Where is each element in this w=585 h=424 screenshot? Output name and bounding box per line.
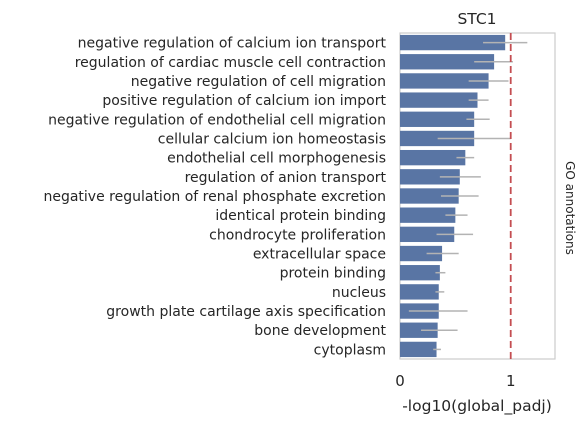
category-label: extracellular space: [253, 247, 386, 263]
side-label: GO annotations: [563, 161, 577, 255]
category-label: protein binding: [280, 266, 386, 282]
bar: [400, 265, 440, 281]
category-label: positive regulation of calcium ion impor…: [102, 93, 386, 109]
bar: [400, 322, 438, 338]
bar: [400, 73, 489, 89]
bar: [400, 341, 437, 358]
category-label: endothelial cell morphogenesis: [167, 151, 386, 167]
bar: [400, 188, 459, 204]
category-label: chondrocyte proliferation: [209, 227, 386, 243]
category-label: cytoplasm: [314, 342, 386, 358]
category-label: negative regulation of calcium ion trans…: [78, 36, 387, 52]
bar: [400, 130, 475, 147]
category-label: regulation of anion transport: [185, 170, 387, 186]
x-tick-label: 0: [395, 372, 405, 390]
bar: [400, 207, 456, 223]
category-label: regulation of cardiac muscle cell contra…: [75, 55, 386, 71]
category-label: growth plate cartilage axis specificatio…: [106, 304, 386, 320]
category-label: negative regulation of renal phosphate e…: [43, 189, 386, 205]
bar: [400, 92, 478, 108]
bar: [400, 54, 495, 70]
x-axis-label: -log10(global_padj): [402, 397, 552, 416]
plot-area: negative regulation of calcium ion trans…: [43, 32, 556, 390]
bar: [400, 111, 475, 127]
chart-title: STC1: [457, 10, 496, 28]
category-label: bone development: [254, 323, 386, 339]
bar: [400, 245, 443, 262]
bar: [400, 284, 439, 300]
bar: [400, 149, 466, 166]
bar: [400, 226, 455, 243]
category-label: negative regulation of endothelial cell …: [48, 112, 386, 128]
bar: [400, 34, 506, 51]
category-label: identical protein binding: [215, 208, 386, 224]
category-label: nucleus: [332, 285, 386, 301]
category-label: cellular calcium ion homeostasis: [158, 131, 386, 147]
category-label: negative regulation of cell migration: [131, 74, 386, 90]
bar: [400, 169, 460, 185]
x-tick-label: 1: [506, 372, 516, 390]
